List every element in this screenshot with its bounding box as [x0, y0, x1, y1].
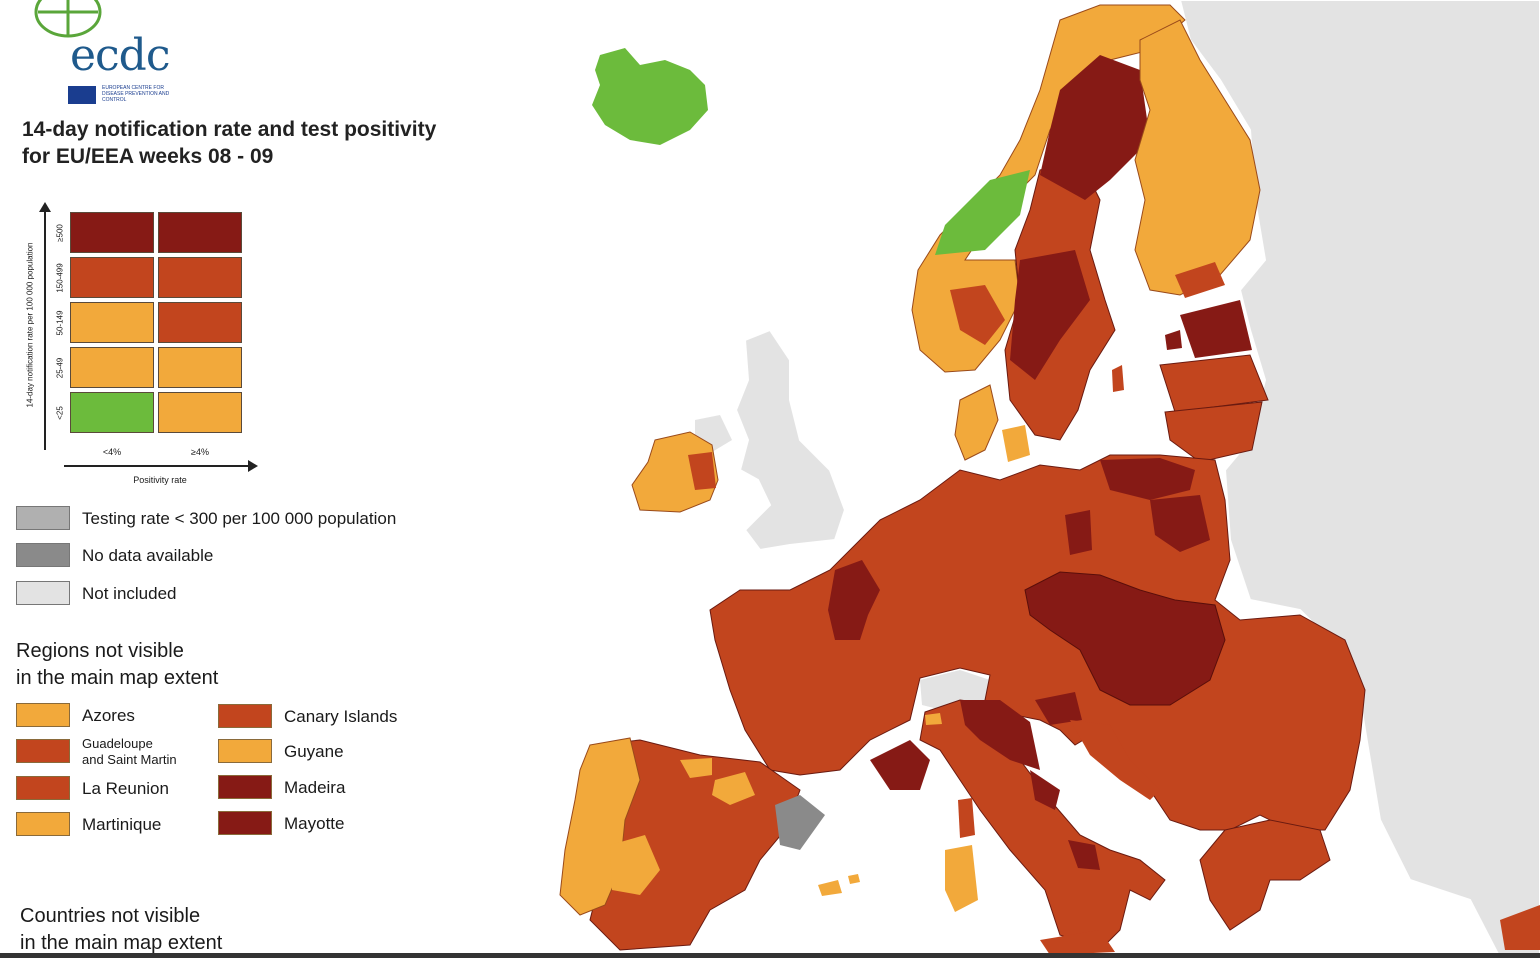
- legend-matrix: [70, 212, 246, 442]
- regions-heading: Regions not visible in the main map exte…: [16, 640, 219, 689]
- region-norway-green: [935, 170, 1030, 255]
- region-sweden-north-dark: [1040, 55, 1150, 200]
- matrix-y-tick: 25-49: [55, 357, 65, 378]
- region-label: Canary Islands: [284, 707, 398, 726]
- legend-label: Testing rate < 300 per 100 000 populatio…: [82, 509, 397, 528]
- region-label: Martinique: [82, 815, 162, 834]
- region-sardinia: [945, 845, 978, 912]
- region-label: Guyane: [284, 742, 344, 761]
- matrix-cell: [70, 347, 154, 388]
- region-poland-c-dark: [1065, 510, 1092, 555]
- region-croatia: [1070, 720, 1160, 800]
- region-norway-south-red: [950, 285, 1005, 345]
- region-portugal: [559, 737, 641, 916]
- matrix-cell: [70, 392, 154, 433]
- region-balearics-2: [848, 874, 860, 884]
- eu-flag-icon: [68, 86, 96, 104]
- region-iceland: [592, 48, 708, 145]
- region-czech-dark: [1024, 571, 1226, 706]
- region-slovenia-dark: [1035, 692, 1082, 725]
- matrix-y-axis: [44, 206, 46, 450]
- region-poland-e-dark: [1150, 495, 1210, 552]
- region-swatch: [16, 739, 70, 763]
- region-saaremaa: [1165, 330, 1182, 350]
- region-italy-south-dark: [1068, 840, 1100, 870]
- region-alps-light: [925, 713, 942, 725]
- region-label: Mayotte: [284, 814, 345, 833]
- region-sweden-mid-dark: [1010, 250, 1090, 380]
- region-uk: [734, 328, 847, 552]
- region-swatch: [16, 703, 70, 727]
- matrix-cell: [70, 257, 154, 298]
- legend-swatch: [16, 581, 70, 605]
- matrix-cell: [158, 302, 242, 343]
- region-spain-basque-light: [712, 772, 755, 805]
- region-italy-north-dark: [960, 700, 1040, 770]
- legend-label: Not included: [82, 584, 177, 603]
- matrix-cell: [158, 212, 242, 253]
- region-finland-south-red: [1175, 262, 1225, 298]
- region-spain-center-light: [610, 835, 660, 895]
- matrix-cell: [158, 392, 242, 433]
- countries-heading: Countries not visible in the main map ex…: [20, 905, 223, 954]
- matrix-cell: [158, 347, 242, 388]
- region-label: La Reunion: [82, 779, 169, 798]
- matrix-x-axis-arrow-icon: [248, 460, 258, 472]
- region-latvia: [1159, 354, 1269, 413]
- map-title-line1: 14-day notification rate and test positi…: [22, 118, 437, 141]
- region-sicily: [1040, 930, 1115, 955]
- matrix-y-tick: 50-149: [55, 310, 65, 335]
- region-spain-north-light: [680, 758, 712, 778]
- region-corsica: [958, 798, 975, 838]
- region-swatch: [218, 775, 272, 799]
- matrix-cell: [158, 257, 242, 298]
- region-poland-ne-dark: [1100, 458, 1195, 500]
- ecdc-logo-subtitle: EUROPEAN CENTRE FOR DISEASE PREVENTION A…: [102, 85, 170, 103]
- region-greece: [1199, 819, 1331, 931]
- region-zealand: [1002, 425, 1030, 462]
- bottom-border: [0, 953, 1540, 958]
- region-estonia: [1180, 300, 1252, 358]
- region-belgium-dark: [828, 560, 880, 640]
- region-swatch: [16, 812, 70, 836]
- region-label: Guadeloupe and Saint Martin: [82, 736, 177, 767]
- region-swatch: [16, 776, 70, 800]
- region-italy-center-dark: [1030, 770, 1060, 810]
- matrix-y-axis-label: 14-day notification rate per 100 000 pop…: [25, 242, 35, 408]
- map-title: 14-day notification rate and test positi…: [22, 116, 436, 170]
- region-label: Madeira: [284, 778, 346, 797]
- region-france-se-dark: [870, 740, 930, 790]
- region-balearics: [818, 880, 842, 896]
- region-denmark: [954, 384, 999, 461]
- legend-swatch: [16, 506, 70, 530]
- ecdc-logo: ecdc EUROPEAN CENTRE FOR DISEASE PREVENT…: [18, 0, 178, 110]
- globe-icon: [34, 0, 102, 38]
- map-title-line2: for EU/EEA weeks 08 - 09: [22, 145, 274, 168]
- matrix-x-axis-label: Positivity rate: [133, 475, 187, 485]
- matrix-y-tick: ≥500: [55, 223, 65, 242]
- ecdc-logo-text: ecdc: [70, 30, 170, 81]
- region-swatch: [218, 739, 272, 763]
- region-catalonia-nodata: [775, 795, 825, 850]
- matrix-x-axis: [64, 465, 250, 467]
- legend-label: No data available: [82, 546, 214, 565]
- region-gotland: [1112, 365, 1124, 392]
- region-label: Azores: [82, 706, 135, 725]
- matrix-cell: [70, 212, 154, 253]
- matrix-x-tick: ≥4%: [191, 447, 209, 457]
- matrix-y-tick: 150-499: [55, 262, 65, 293]
- region-lithuania: [1164, 401, 1263, 463]
- region-swatch: [218, 704, 272, 728]
- matrix-x-tick: <4%: [102, 447, 122, 457]
- legend-swatch: [16, 543, 70, 567]
- region-crete: [1500, 905, 1540, 950]
- region-ireland-dublin: [688, 452, 716, 490]
- matrix-cell: [70, 302, 154, 343]
- matrix-y-axis-arrow-icon: [39, 202, 51, 212]
- region-swatch: [218, 811, 272, 835]
- matrix-y-tick: <25: [55, 405, 65, 420]
- region-ireland: [631, 431, 719, 513]
